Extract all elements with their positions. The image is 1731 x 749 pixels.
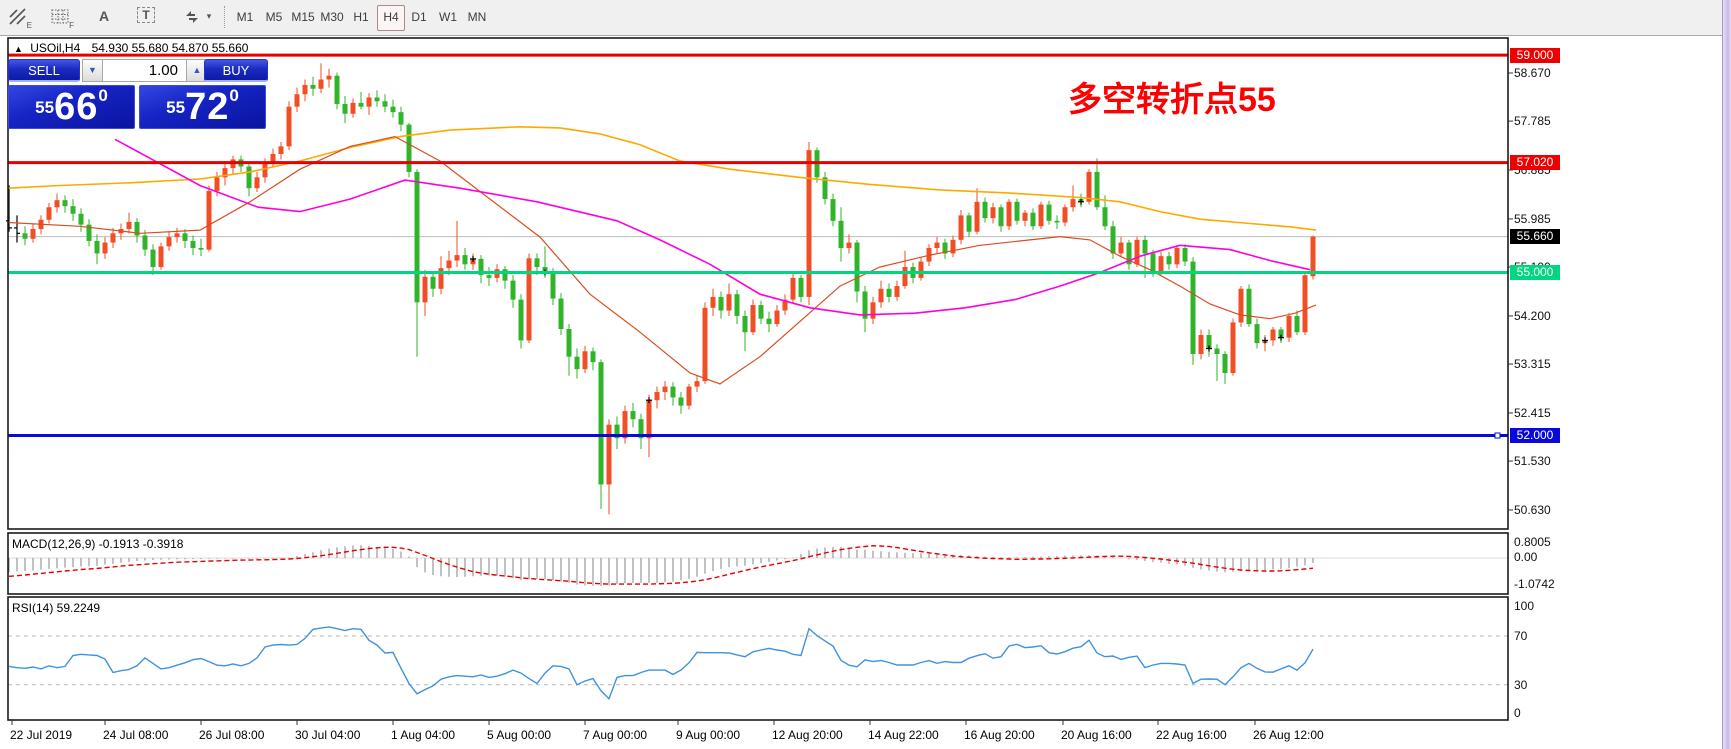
sell-price-big: 66 — [54, 86, 99, 128]
buy-price-base: 55 — [166, 98, 186, 117]
rsi-label: RSI(14) 59.2249 — [12, 601, 101, 615]
text-icon[interactable]: A — [98, 8, 110, 24]
macd-axis-label: 0.00 — [1514, 550, 1538, 564]
date-axis-label: 22 Aug 16:00 — [1156, 728, 1227, 742]
macd-axis-label: -1.0742 — [1514, 577, 1555, 591]
symbol-ohlc: 54.930 55.680 54.870 55.660 — [91, 41, 249, 55]
timeframe-button-h1[interactable]: H1 — [353, 10, 369, 24]
sell-price-sup: 0 — [98, 86, 108, 105]
arrange-arrows-icon[interactable] — [180, 6, 204, 28]
price-axis-label: 55.985 — [1514, 211, 1551, 226]
timeframe-button-m30[interactable]: M30 — [320, 10, 344, 24]
date-axis-label: 26 Aug 12:00 — [1253, 728, 1324, 742]
macd-label: MACD(12,26,9) -0.1913 -0.3918 — [12, 537, 184, 551]
text-label-icon[interactable]: T — [134, 6, 158, 28]
buy-button[interactable]: BUY — [204, 59, 268, 82]
date-axis-label: 14 Aug 22:00 — [868, 728, 939, 742]
fibonacci-grid-icon[interactable]: F — [48, 6, 74, 30]
rsi-axis-label: 0 — [1514, 706, 1521, 720]
dropdown-caret-icon[interactable]: ▾ — [206, 11, 212, 21]
price-axis-label: 51.530 — [1514, 454, 1551, 469]
timeframe-button-m1[interactable]: M1 — [236, 10, 254, 24]
collapse-panel-icon[interactable]: ▲ — [14, 44, 23, 54]
volume-input[interactable] — [102, 59, 187, 82]
line-studies-icon[interactable]: E — [6, 6, 32, 30]
price-badge: 57.020 — [1510, 155, 1560, 171]
window-edge-strip — [1722, 0, 1731, 749]
price-axis-label: 53.315 — [1514, 357, 1551, 372]
timeframe-button-mn[interactable]: MN — [467, 10, 487, 24]
date-axis-label: 12 Aug 20:00 — [772, 728, 843, 742]
timeframe-button-w1[interactable]: W1 — [439, 10, 457, 24]
price-axis-label: 57.785 — [1514, 114, 1551, 129]
toolbar: E F A T ▾ M1 M5 M15 M30 H1 H4 D1 W1 MN — [0, 0, 1731, 36]
sell-price-tile[interactable]: 55660 — [8, 85, 135, 129]
timeframe-button-m5[interactable]: M5 — [265, 10, 283, 24]
price-axis-label: 52.415 — [1514, 405, 1551, 420]
chart-annotation-text[interactable]: 多空转折点55 — [1068, 81, 1276, 119]
price-badge: 55.000 — [1510, 264, 1560, 280]
date-axis-label: 26 Jul 08:00 — [199, 728, 265, 742]
date-axis-label: 24 Jul 08:00 — [103, 728, 169, 742]
volume-decrease-button[interactable]: ▼ — [82, 59, 103, 82]
date-axis-label: 1 Aug 04:00 — [391, 728, 456, 742]
price-badge: 59.000 — [1510, 47, 1560, 63]
symbol-name: USOil,H4 — [30, 41, 81, 55]
price-axis-label: 58.670 — [1514, 66, 1551, 80]
rsi-axis-label: 100 — [1514, 599, 1535, 613]
rsi-axis-label: 30 — [1514, 678, 1528, 692]
price-axis-label: 54.200 — [1514, 308, 1551, 323]
date-axis-label: 16 Aug 20:00 — [964, 728, 1035, 742]
buy-price-sup: 0 — [229, 86, 239, 105]
date-axis-label: 7 Aug 00:00 — [583, 728, 648, 742]
one-click-trading-panel: SELL ▼ ▲ BUY 55660 55720 — [8, 56, 268, 129]
macd-axis-label: 0.8005 — [1514, 535, 1551, 549]
timeframe-button-h4[interactable]: H4 — [377, 5, 405, 31]
symbol-info-bar: ▲ USOil,H4 54.930 55.680 54.870 55.660 — [14, 41, 248, 55]
date-axis-label: 20 Aug 16:00 — [1061, 728, 1132, 742]
buy-price-tile[interactable]: 55720 — [139, 85, 266, 129]
chart-window: ▲ USOil,H4 54.930 55.680 54.870 55.660 S… — [0, 36, 1722, 749]
sell-price-base: 55 — [35, 98, 55, 117]
toolbar-separator — [224, 6, 226, 28]
date-axis-label: 30 Jul 04:00 — [295, 728, 361, 742]
buy-price-big: 72 — [185, 86, 230, 128]
price-badge: 52.000 — [1510, 428, 1560, 443]
date-axis-label: 5 Aug 00:00 — [487, 728, 552, 742]
price-axis-label: 50.630 — [1514, 502, 1551, 517]
price-badge: 55.660 — [1510, 229, 1560, 245]
date-axis-label: 22 Jul 2019 — [10, 728, 73, 742]
date-axis-label: 9 Aug 00:00 — [676, 728, 741, 742]
sell-button[interactable]: SELL — [8, 59, 80, 82]
timeframe-button-m15[interactable]: M15 — [291, 10, 315, 24]
timeframe-button-d1[interactable]: D1 — [411, 10, 427, 24]
rsi-axis-label: 70 — [1514, 629, 1528, 643]
